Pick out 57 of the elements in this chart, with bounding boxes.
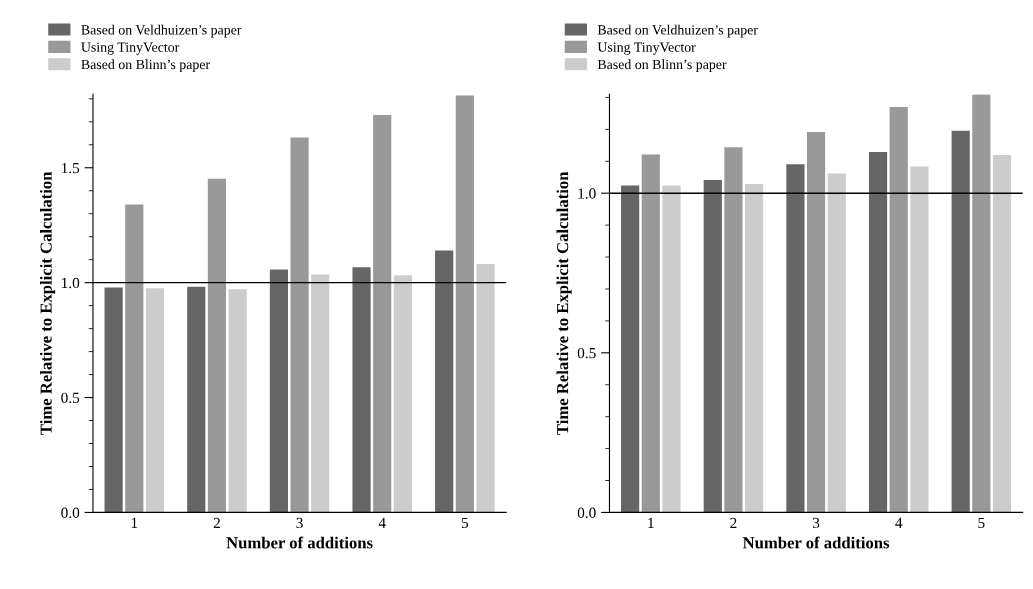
x-tick-label: 3 <box>296 517 303 529</box>
bar <box>745 183 764 513</box>
bar <box>476 264 495 513</box>
y-axis-title: Time Relative to Explicit Calculation <box>40 171 56 435</box>
bar <box>290 137 309 513</box>
bar <box>868 152 888 513</box>
y-tick-label: 1.0 <box>578 188 596 199</box>
bar <box>992 154 1012 513</box>
bar <box>662 185 681 513</box>
bar <box>972 94 991 513</box>
bar <box>703 180 722 513</box>
legend-label: Using TinyVector <box>597 42 696 55</box>
bar <box>806 131 826 513</box>
bar <box>827 173 846 513</box>
legend-label: Based on Blinn’s paper <box>597 59 727 72</box>
y-tick-label: 1.5 <box>62 162 80 174</box>
legend-label: Based on Veldhuizen’s paper <box>81 24 242 38</box>
bar <box>435 250 454 513</box>
y-tick-label: 0.0 <box>577 507 596 518</box>
bar <box>187 286 206 513</box>
bar <box>889 107 908 513</box>
x-tick-label: 4 <box>378 517 386 528</box>
y-tick-label: 1.0 <box>62 277 80 289</box>
x-tick-label: 1 <box>131 517 138 528</box>
x-tick-label: 4 <box>895 517 903 528</box>
bar <box>455 95 474 513</box>
legend-label: Using TinyVector <box>81 42 180 55</box>
bar <box>951 130 970 513</box>
y-axis-title: Time Relative to Explicit Calculation <box>556 171 572 435</box>
x-axis-title: Number of additions <box>742 536 890 549</box>
bar <box>125 204 144 513</box>
y-tick-label: 0.5 <box>61 392 80 404</box>
x-tick-label: 5 <box>461 517 469 529</box>
x-tick-label: 5 <box>978 517 985 529</box>
legend-label: Based on Blinn’s paper <box>81 59 210 72</box>
bar <box>311 274 330 513</box>
bar <box>393 275 412 513</box>
bar <box>724 147 743 513</box>
bar <box>352 267 371 513</box>
bar <box>145 288 165 513</box>
bar <box>786 164 805 513</box>
bar <box>207 178 227 513</box>
x-tick-label: 2 <box>213 517 220 528</box>
legend-label: Based on Veldhuizen’s paper <box>597 24 758 38</box>
x-tick-label: 3 <box>812 517 820 529</box>
bar <box>269 269 288 513</box>
y-tick-label: 0.0 <box>61 507 80 518</box>
x-tick-label: 1 <box>648 517 654 528</box>
bar <box>373 114 392 513</box>
bar <box>910 166 929 513</box>
bar <box>228 289 247 513</box>
bar <box>104 287 123 513</box>
x-axis-title: Number of additions <box>226 536 373 549</box>
x-tick-label: 2 <box>730 517 737 528</box>
y-tick-label: 0.5 <box>577 347 596 359</box>
bar <box>621 185 640 513</box>
bar <box>641 154 660 513</box>
